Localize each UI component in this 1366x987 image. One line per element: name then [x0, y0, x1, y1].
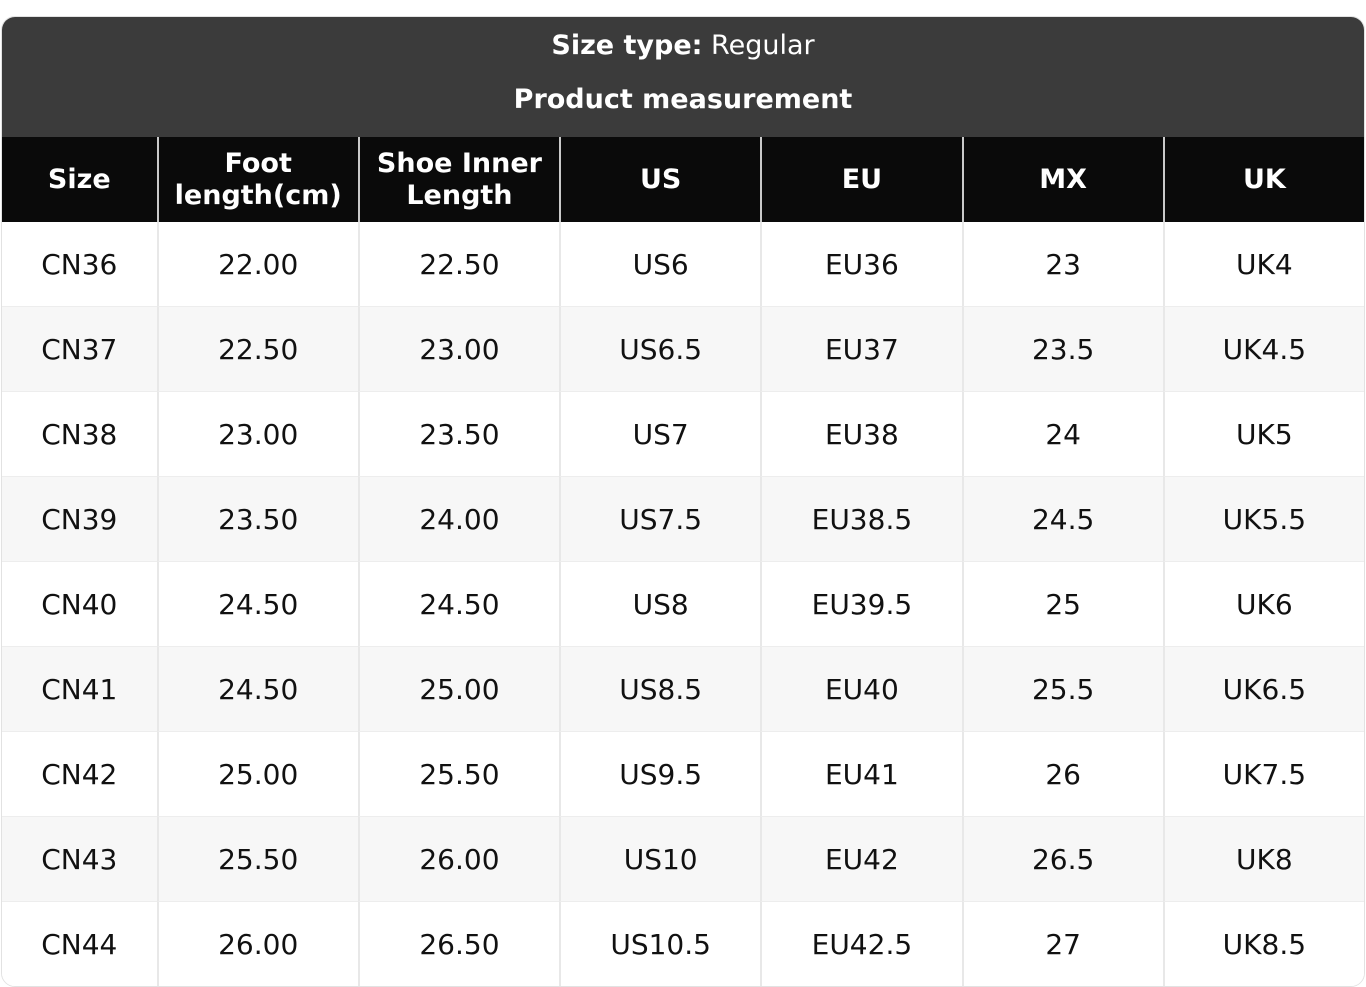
table-cell: US8.5 [559, 646, 761, 731]
table-cell: UK8.5 [1162, 901, 1364, 986]
column-header-size: Size [2, 137, 157, 222]
table-cell: CN44 [2, 901, 157, 986]
table-cell: 23 [961, 222, 1163, 306]
table-cell: 24.50 [156, 561, 358, 646]
table-row: CN44 26.00 26.50 US10.5 EU42.5 27 UK8.5 [2, 901, 1364, 986]
table-cell: CN41 [2, 646, 157, 731]
table-cell: 26 [961, 731, 1163, 816]
table-cell: CN40 [2, 561, 157, 646]
table-cell: UK4 [1162, 222, 1364, 306]
table-cell: CN36 [2, 222, 157, 306]
column-header-shoe-inner-length: Shoe Inner Length [357, 137, 560, 222]
table-cell: 24.00 [357, 476, 560, 561]
table-cell: EU42.5 [760, 901, 962, 986]
table-cell: 23.50 [156, 476, 358, 561]
table-cell: 24 [961, 391, 1163, 476]
table-cell: US7.5 [559, 476, 761, 561]
table-cell: EU38 [760, 391, 962, 476]
table-cell: 22.00 [156, 222, 358, 306]
table-cell: 22.50 [357, 222, 560, 306]
card-header: Size type: Regular Product measurement [2, 17, 1364, 137]
size-conversion-table: Size Foot length(cm) Shoe Inner Length US EU… [2, 137, 1364, 986]
table-row: CN36 22.00 22.50 US6 EU36 23 UK4 [2, 222, 1364, 306]
table-cell: US6 [559, 222, 761, 306]
table-header-row: Size Foot length(cm) Shoe Inner Length US EU… [2, 137, 1364, 222]
table-cell: CN37 [2, 306, 157, 391]
table-cell: 23.5 [961, 306, 1163, 391]
table-cell: CN38 [2, 391, 157, 476]
size-chart-card: Size type: Regular Product measurement S… [1, 16, 1365, 987]
table-cell: CN43 [2, 816, 157, 901]
table-cell: EU37 [760, 306, 962, 391]
table-cell: UK4.5 [1162, 306, 1364, 391]
table-cell: EU41 [760, 731, 962, 816]
table-cell: 25.5 [961, 646, 1163, 731]
table-cell: 26.50 [357, 901, 560, 986]
table-cell: US6.5 [559, 306, 761, 391]
column-header-mx: MX [961, 137, 1163, 222]
table-cell: 26.00 [156, 901, 358, 986]
table-cell: EU36 [760, 222, 962, 306]
table-cell: 23.00 [357, 306, 560, 391]
table-row: CN41 24.50 25.00 US8.5 EU40 25.5 UK6.5 [2, 646, 1364, 731]
table-cell: EU38.5 [760, 476, 962, 561]
table-cell: 24.50 [357, 561, 560, 646]
table-cell: UK6 [1162, 561, 1364, 646]
column-header-uk: UK [1162, 137, 1364, 222]
table-cell: EU40 [760, 646, 962, 731]
column-header-eu: EU [760, 137, 962, 222]
table-cell: UK5.5 [1162, 476, 1364, 561]
table-cell: 25.50 [357, 731, 560, 816]
table-cell: 26.00 [357, 816, 560, 901]
size-type-label: Size type: [551, 30, 703, 61]
table-cell: EU39.5 [760, 561, 962, 646]
table-cell: CN39 [2, 476, 157, 561]
table-row: CN40 24.50 24.50 US8 EU39.5 25 UK6 [2, 561, 1364, 646]
table-row: CN43 25.50 26.00 US10 EU42 26.5 UK8 [2, 816, 1364, 901]
table-cell: 24.5 [961, 476, 1163, 561]
size-type-value: Regular [711, 30, 815, 61]
table-cell: US10.5 [559, 901, 761, 986]
table-cell: UK6.5 [1162, 646, 1364, 731]
table-row: CN39 23.50 24.00 US7.5 EU38.5 24.5 UK5.5 [2, 476, 1364, 561]
table-cell: EU42 [760, 816, 962, 901]
table-cell: 26.5 [961, 816, 1163, 901]
table-cell: 25.00 [156, 731, 358, 816]
product-measurement-title: Product measurement [513, 84, 853, 115]
table-cell: US7 [559, 391, 761, 476]
column-header-us: US [559, 137, 761, 222]
table-row: CN42 25.00 25.50 US9.5 EU41 26 UK7.5 [2, 731, 1364, 816]
table-cell: UK5 [1162, 391, 1364, 476]
table-cell: US8 [559, 561, 761, 646]
table-cell: CN42 [2, 731, 157, 816]
table-cell: UK8 [1162, 816, 1364, 901]
column-header-foot-length-cm-: Foot length(cm) [156, 137, 358, 222]
table-cell: 25.00 [357, 646, 560, 731]
table-cell: UK7.5 [1162, 731, 1364, 816]
table-cell: 25 [961, 561, 1163, 646]
table-cell: 24.50 [156, 646, 358, 731]
table-cell: 25.50 [156, 816, 358, 901]
table-cell: 23.00 [156, 391, 358, 476]
table-body: CN36 22.00 22.50 US6 EU36 23 UK4 CN37 22.50 23.00… [2, 222, 1364, 986]
size-type-line: Size type: Regular [2, 27, 1364, 65]
table-cell: US9.5 [559, 731, 761, 816]
table-row: CN37 22.50 23.00 US6.5 EU37 23.5 UK4.5 [2, 306, 1364, 391]
table-row: CN38 23.00 23.50 US7 EU38 24 UK5 [2, 391, 1364, 476]
table-cell: 23.50 [357, 391, 560, 476]
table-cell: US10 [559, 816, 761, 901]
table-cell: 22.50 [156, 306, 358, 391]
table-cell: 27 [961, 901, 1163, 986]
